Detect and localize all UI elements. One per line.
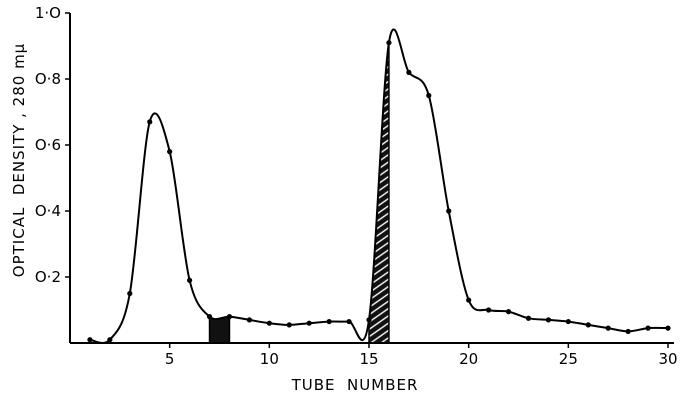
data-point xyxy=(266,320,272,326)
data-point xyxy=(286,322,292,328)
data-point xyxy=(87,337,93,343)
x-tick-label: 20 xyxy=(459,350,478,368)
y-tick-label: 1·O xyxy=(35,4,61,22)
data-point xyxy=(386,40,392,46)
data-point xyxy=(167,149,173,155)
data-point xyxy=(605,325,611,331)
x-tick-label: 5 xyxy=(165,350,175,368)
data-point xyxy=(565,318,571,325)
data-point xyxy=(187,277,193,283)
data-point xyxy=(246,317,252,323)
y-tick-label: O·4 xyxy=(35,202,61,220)
x-tick-label: 10 xyxy=(260,350,279,368)
data-point xyxy=(107,337,113,343)
x-tick-label: 15 xyxy=(359,350,378,368)
tick-labels: 5 10 15 20 25 30 O·2 O·4 O·6 O·8 1·O xyxy=(35,4,678,368)
data-point xyxy=(426,92,432,99)
axes xyxy=(65,12,674,348)
data-point xyxy=(366,317,372,323)
data-point xyxy=(645,325,651,331)
data-point xyxy=(446,208,452,214)
data-point xyxy=(466,297,472,303)
y-axis-title: OPTICAL DENSITY , 280 mμ xyxy=(10,43,28,277)
y-tick-label: O·2 xyxy=(35,268,61,286)
data-point xyxy=(206,314,213,320)
y-tick-label: O·8 xyxy=(35,70,61,88)
series-group xyxy=(87,28,671,344)
x-axis-title: TUBE NUMBER xyxy=(291,376,419,394)
shaded-regions xyxy=(208,39,390,344)
data-point xyxy=(486,307,492,313)
x-tick-label: 30 xyxy=(658,350,677,368)
data-point xyxy=(326,318,332,325)
data-point xyxy=(505,309,512,315)
shaded-region-solid xyxy=(209,39,230,344)
data-point xyxy=(226,314,233,320)
data-point xyxy=(625,328,631,335)
data-point xyxy=(147,119,153,125)
data-point xyxy=(346,318,352,325)
data-point xyxy=(306,320,312,326)
data-point xyxy=(665,325,671,331)
data-point xyxy=(127,290,133,297)
data-point xyxy=(545,317,552,323)
data-point xyxy=(585,322,591,328)
data-point xyxy=(406,69,412,75)
series-line xyxy=(89,28,669,344)
x-tick-label: 25 xyxy=(559,350,578,368)
y-tick-label: O·6 xyxy=(35,136,61,154)
data-point xyxy=(525,315,532,321)
